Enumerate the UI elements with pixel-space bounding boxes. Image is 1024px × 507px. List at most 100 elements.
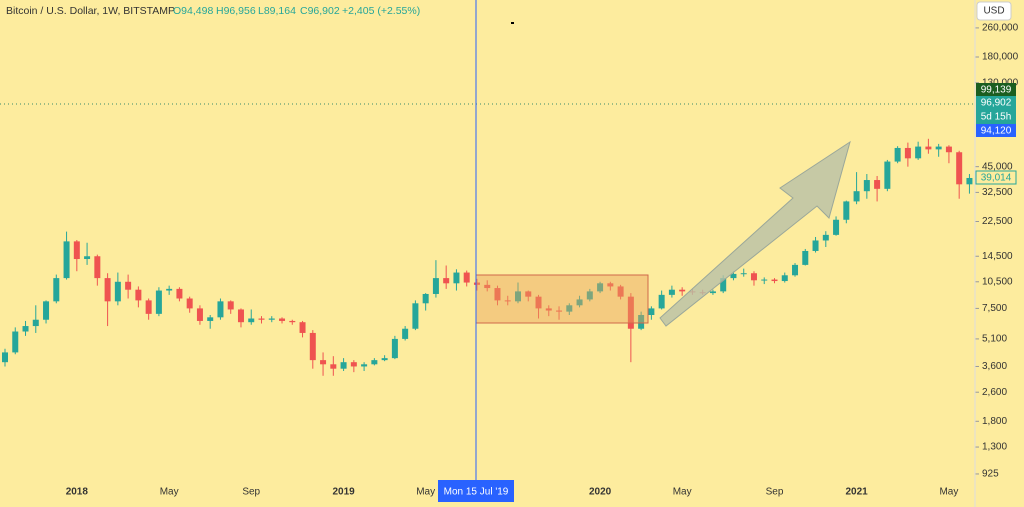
candle-body — [494, 288, 501, 301]
candle-body — [155, 290, 162, 314]
candle-body — [104, 278, 111, 302]
candle-body — [125, 281, 132, 290]
candle-body — [822, 234, 829, 241]
candle-body — [237, 309, 244, 323]
currency-label[interactable]: USD — [983, 6, 1004, 17]
candle-body — [422, 293, 429, 304]
candle-body — [935, 146, 942, 150]
candle-body — [166, 288, 173, 291]
candle-body — [22, 326, 29, 332]
candle-body — [833, 219, 840, 235]
candle-body — [556, 310, 563, 312]
candle-body — [391, 338, 398, 359]
price-label-bg — [976, 124, 1016, 137]
candle-body — [638, 314, 645, 329]
candle-body — [484, 284, 491, 289]
ohlc-close: C96,902 — [300, 5, 340, 17]
candle-body — [289, 320, 296, 323]
candle-body — [576, 299, 583, 306]
price-label-bg — [976, 96, 1016, 124]
candle-body — [227, 301, 234, 310]
price-label: 39,014 — [981, 173, 1012, 184]
candle-body — [217, 301, 224, 318]
candle-body — [792, 264, 799, 276]
range-box — [475, 274, 649, 324]
candle-body — [135, 289, 142, 301]
candle-body — [956, 152, 963, 185]
crosshair-label: Mon 15 Jul '19 — [444, 487, 509, 498]
candle-body — [186, 298, 193, 309]
candle-body — [904, 147, 911, 159]
candle-body — [925, 146, 932, 150]
x-tick-label: Sep — [766, 487, 784, 498]
ohlc-change: +2,405 (+2.55%) — [342, 5, 420, 17]
candle-body — [268, 318, 275, 320]
candle-body — [607, 283, 614, 287]
price-label: 96,902 — [981, 98, 1012, 109]
candle-body — [843, 201, 850, 220]
candle-body — [412, 303, 419, 329]
ohlc-open: O94,498 — [173, 5, 213, 17]
candle-body — [320, 360, 327, 365]
candle-body — [658, 294, 665, 309]
candle-body — [515, 291, 521, 302]
candle-body — [145, 300, 152, 314]
candle-body — [73, 241, 80, 260]
candle-body — [750, 273, 757, 281]
candle-body — [781, 275, 788, 282]
y-tick-label: 10,500 — [982, 276, 1013, 287]
candle-body — [648, 308, 655, 315]
y-tick-label: 180,000 — [982, 52, 1019, 63]
currency-button[interactable] — [976, 1, 1012, 21]
candle-body — [248, 318, 255, 323]
candle-body — [730, 273, 737, 279]
candle-body — [863, 180, 870, 192]
x-tick-label: May — [673, 487, 692, 498]
y-tick-label: 7,500 — [982, 303, 1007, 314]
candle-body — [473, 282, 480, 285]
legend: Bitcoin / U.S. Dollar, 1W, BITSTAMP O94,… — [6, 5, 420, 17]
candle-body — [330, 364, 337, 369]
candle-body — [258, 318, 265, 320]
candle-body — [463, 272, 470, 283]
candle-body — [279, 318, 286, 321]
arrow-drawing — [659, 140, 851, 327]
candle-body — [668, 289, 675, 295]
candle-body — [597, 283, 604, 292]
candle-body — [176, 288, 183, 299]
y-tick-label: 45,000 — [982, 161, 1013, 172]
candle-body — [504, 300, 511, 302]
candle-body — [402, 328, 409, 339]
candle-body — [966, 177, 973, 185]
y-tick-label: 925 — [982, 469, 999, 480]
candle-body — [196, 308, 203, 321]
y-tick-label: 1,300 — [982, 442, 1007, 453]
candle-body — [84, 256, 91, 260]
candle-body — [586, 291, 593, 300]
cursor — [511, 22, 514, 24]
candle-body — [381, 358, 388, 361]
candle-body — [945, 146, 952, 153]
countdown-label: 5d 15h — [981, 112, 1012, 123]
y-tick-label: 1,800 — [982, 416, 1007, 427]
y-tick-label: 3,600 — [982, 361, 1007, 372]
candle-body — [771, 279, 778, 282]
x-tick-label: 2020 — [589, 487, 612, 498]
ohlc-high: H96,956 — [216, 5, 256, 17]
x-tick-label: 2018 — [66, 487, 89, 498]
candle-body — [32, 319, 39, 327]
candle-body — [894, 147, 901, 162]
x-tick-label: 2021 — [845, 487, 868, 498]
x-tick-label: May — [416, 487, 435, 498]
candle-body — [884, 161, 891, 189]
candle-body — [43, 301, 50, 320]
candle-body — [453, 272, 460, 284]
candle-body — [443, 278, 450, 284]
price-label-bg — [976, 83, 1016, 96]
x-tick-label: May — [939, 487, 958, 498]
candle-body — [63, 241, 70, 279]
candle-body — [679, 289, 686, 292]
x-tick-label: May — [160, 487, 179, 498]
